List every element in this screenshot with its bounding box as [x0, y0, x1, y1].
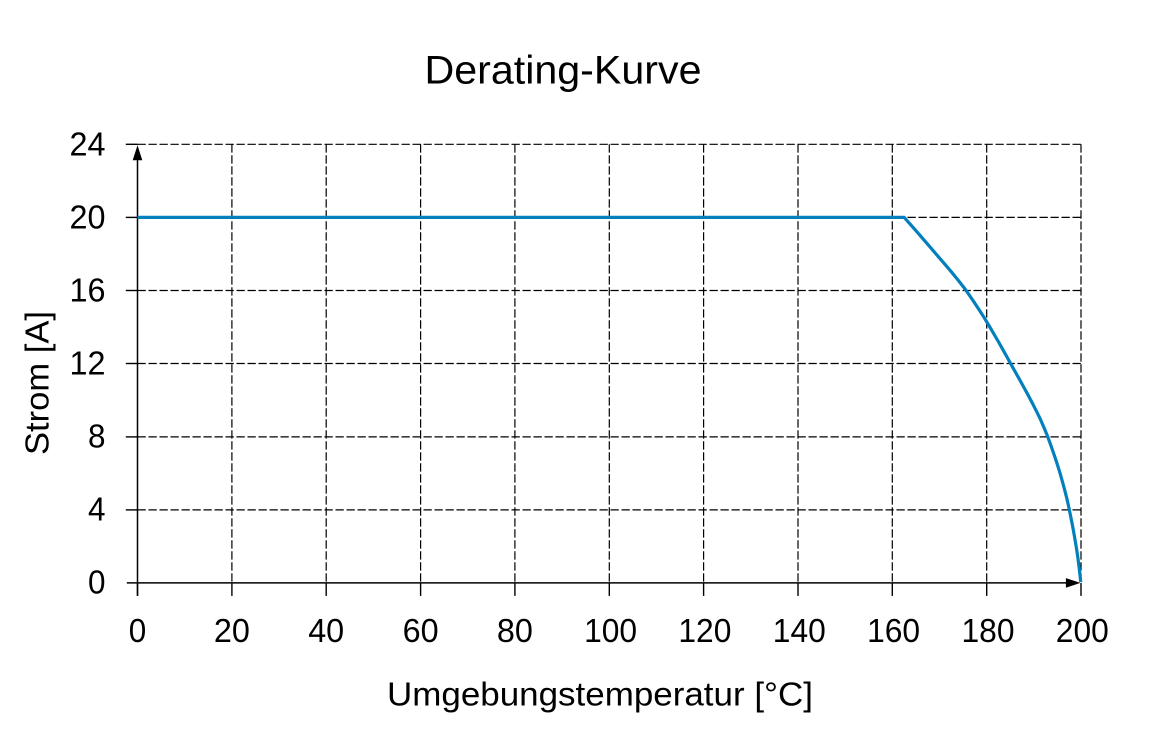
svg-text:160: 160: [867, 612, 920, 649]
svg-text:Derating-Kurve: Derating-Kurve: [425, 49, 702, 93]
svg-text:12: 12: [70, 345, 106, 382]
svg-text:40: 40: [308, 612, 344, 649]
svg-text:4: 4: [88, 491, 106, 528]
svg-text:140: 140: [773, 612, 826, 649]
svg-text:120: 120: [678, 612, 731, 649]
svg-text:20: 20: [214, 612, 250, 649]
svg-text:24: 24: [70, 125, 106, 162]
svg-text:100: 100: [584, 612, 637, 649]
svg-text:Strom [A]: Strom [A]: [19, 311, 56, 455]
svg-text:0: 0: [129, 612, 147, 649]
svg-text:8: 8: [88, 418, 106, 455]
svg-text:20: 20: [70, 198, 106, 235]
svg-text:200: 200: [1056, 612, 1109, 649]
svg-text:180: 180: [962, 612, 1015, 649]
svg-text:Umgebungstemperatur [°C]: Umgebungstemperatur [°C]: [387, 675, 813, 712]
svg-text:60: 60: [403, 612, 439, 649]
svg-text:16: 16: [70, 272, 106, 309]
svg-text:80: 80: [497, 612, 533, 649]
svg-text:0: 0: [88, 564, 106, 601]
